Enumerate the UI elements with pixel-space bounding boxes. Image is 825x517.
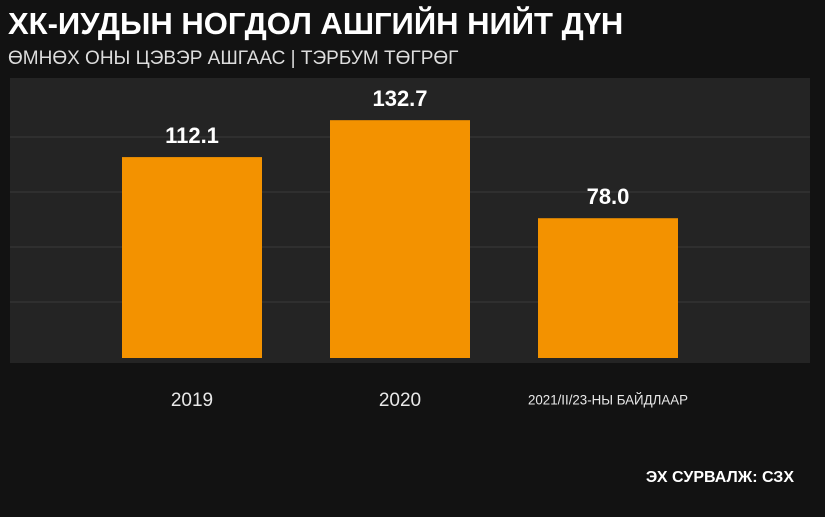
chart-subtitle: ӨМНӨХ ОНЫ ЦЭВЭР АШГААС | ТЭРБУМ ТӨГРӨГ [8, 48, 458, 69]
x-tick-label: 2019 [171, 390, 213, 411]
source-note: ЭХ СУРВАЛЖ: СЗХ [646, 469, 794, 486]
bar [538, 218, 678, 358]
value-label: 112.1 [165, 123, 219, 148]
chart-title: ХК-ИУДЫН НОГДОЛ АШГИЙН НИЙТ ДҮН [8, 5, 623, 41]
x-tick-label: 2020 [379, 390, 421, 411]
bar [330, 120, 470, 358]
bar [122, 157, 262, 358]
x-tick-label: 2021/II/23-НЫ БАЙДЛААР [528, 391, 688, 408]
value-label: 132.7 [372, 86, 427, 111]
value-label: 78.0 [587, 184, 630, 209]
